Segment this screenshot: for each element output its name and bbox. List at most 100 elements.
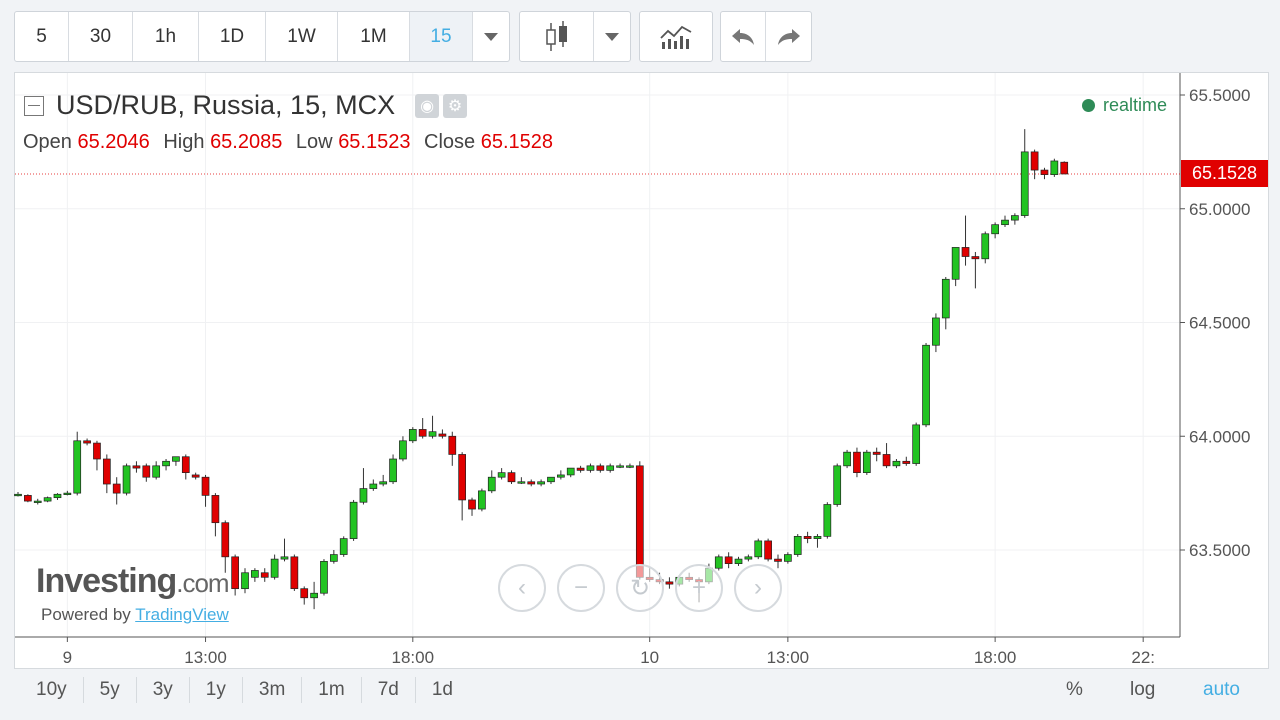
interval-1w-button[interactable]: 1W (266, 12, 338, 61)
interval-1d-button[interactable]: 1D (199, 12, 266, 61)
minus-icon: − (573, 574, 588, 601)
candle-body (211, 495, 220, 524)
refresh-icon: ↻ (629, 574, 651, 602)
candle-body (53, 493, 62, 499)
interval-active-button[interactable]: 15 (410, 12, 473, 61)
undo-icon (732, 28, 754, 45)
candle-body (576, 467, 585, 471)
range-5y-button[interactable]: 5y (84, 676, 137, 703)
candle-body (14, 493, 22, 497)
candle-body (231, 556, 239, 590)
log-scale-button[interactable]: log (1130, 678, 1156, 700)
range-1d-button[interactable]: 1d (431, 678, 453, 700)
interval-dropdown-button[interactable] (473, 12, 509, 61)
candle-body (448, 435, 457, 455)
candle-body (537, 481, 545, 485)
status-dot-icon (1082, 99, 1095, 112)
candle-body (251, 570, 259, 578)
indicators-button[interactable] (640, 12, 712, 61)
candle-body (191, 474, 200, 478)
redo-button[interactable] (766, 12, 811, 61)
candle-body (428, 431, 437, 437)
candle-body (754, 540, 763, 558)
candle-body (487, 476, 496, 492)
powered-by: Powered by TradingView (41, 605, 229, 624)
candle-body (1050, 160, 1059, 175)
candle-body (843, 451, 851, 467)
interval-30-button[interactable]: 30 (69, 12, 133, 61)
legend-title: USD/RUB, Russia, 15, MCX ◉ ⚙ (24, 90, 471, 121)
candle-body (912, 424, 921, 464)
x-tick-label: 13:00 (767, 648, 810, 667)
candle-body (1060, 161, 1069, 175)
candle-body (1030, 151, 1039, 171)
last-price-tag: 65.1528 (1181, 160, 1268, 187)
candle-body (892, 460, 901, 467)
candle-body (991, 224, 999, 235)
candle-body (320, 561, 328, 594)
candle-body (922, 344, 930, 426)
range-10y-button[interactable]: 10y (14, 676, 84, 703)
auto-scale-button[interactable]: auto (1203, 678, 1240, 700)
interval-5-button[interactable]: 5 (15, 12, 69, 61)
reset-button[interactable]: ↻ (616, 564, 664, 612)
candle-body (941, 278, 950, 319)
candle-body (1020, 151, 1029, 216)
gear-icon[interactable]: ⚙ (443, 93, 468, 118)
candle-body (73, 440, 82, 494)
percent-scale-button[interactable]: % (1066, 678, 1083, 700)
candle-body (517, 481, 526, 484)
tradingview-link[interactable]: TradingView (135, 605, 229, 624)
candle-body (803, 535, 812, 539)
range-1y-button[interactable]: 1y (190, 676, 243, 703)
candle-body (458, 454, 466, 501)
candle-body (961, 247, 970, 257)
zoom-in-button[interactable]: + (675, 564, 723, 612)
candle-body (665, 581, 674, 585)
history-group (720, 11, 812, 62)
range-1m-button[interactable]: 1m (302, 676, 362, 703)
range-3y-button[interactable]: 3y (137, 676, 190, 703)
candle-body (132, 465, 141, 469)
interval-1m-button[interactable]: 1M (338, 12, 410, 61)
open-label: Open (23, 131, 72, 153)
candle-body (734, 558, 743, 564)
undo-button[interactable] (721, 12, 766, 61)
interval-1h-button[interactable]: 1h (133, 12, 199, 61)
candle-body (744, 556, 753, 560)
candle-body (359, 488, 368, 503)
candle-body (714, 556, 723, 569)
range-7d-button[interactable]: 7d (362, 676, 416, 703)
candle-body (616, 465, 624, 468)
x-tick-label: 18:00 (974, 648, 1017, 667)
candle-body (774, 558, 782, 562)
candle-body (793, 535, 802, 555)
eye-icon[interactable]: ◉ (415, 93, 440, 118)
candle-body (290, 556, 299, 590)
candle-body (260, 572, 269, 578)
candle-body (24, 495, 32, 502)
low-value: 65.1523 (338, 131, 411, 153)
scroll-right-button[interactable]: › (734, 564, 782, 612)
candle-body (93, 442, 101, 460)
scroll-left-button[interactable]: ‹ (498, 564, 546, 612)
candle-body (853, 451, 861, 473)
candle-body (902, 460, 911, 464)
candle-body (83, 440, 91, 444)
candle-body (882, 454, 891, 467)
chart-type-button[interactable] (520, 12, 594, 61)
range-3m-button[interactable]: 3m (243, 676, 303, 703)
plus-icon: + (691, 574, 706, 601)
candle-body (971, 256, 980, 260)
candle-body (162, 460, 170, 467)
candle-body (408, 429, 417, 442)
candle-body (507, 472, 516, 483)
candle-body (300, 588, 309, 599)
zoom-out-button[interactable]: − (557, 564, 605, 612)
x-tick-label: 9 (63, 648, 72, 667)
y-tick-label: 64.0000 (1189, 427, 1250, 446)
chart-type-dropdown-button[interactable] (594, 12, 630, 61)
collapse-legend-icon[interactable] (24, 95, 44, 116)
candle-body (813, 535, 822, 539)
high-label: High (163, 131, 205, 153)
